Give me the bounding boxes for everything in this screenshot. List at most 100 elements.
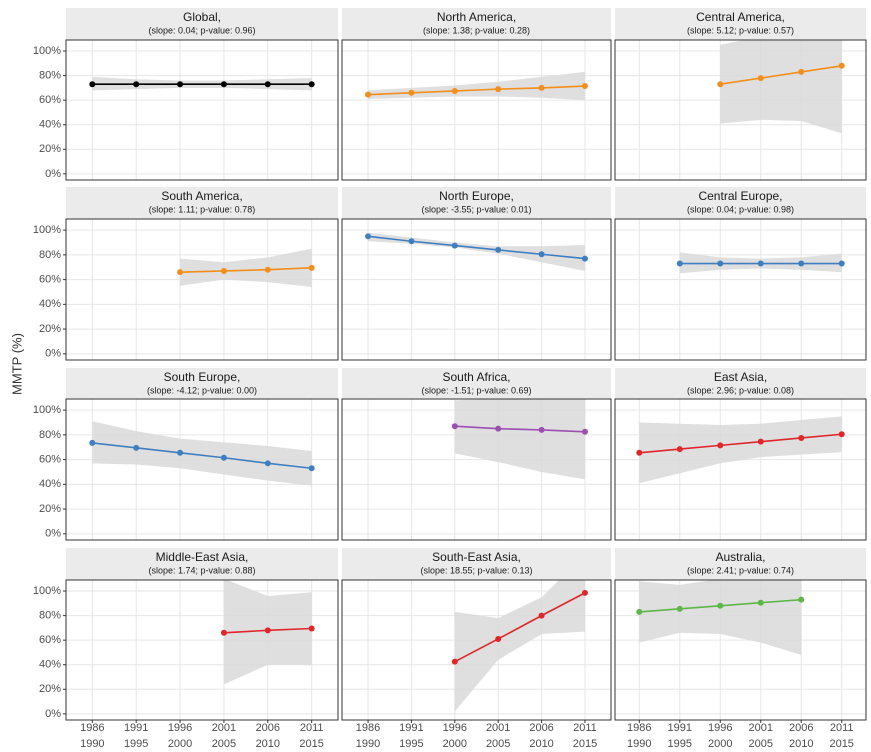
line	[92, 442, 312, 470]
x-tick-label: 1991 1995	[399, 722, 423, 750]
point	[365, 233, 372, 240]
x-tick-label: 2006 2010	[529, 722, 553, 750]
x-tick-label: 2001 2005	[486, 722, 510, 750]
x-tick-label: 2001 2005	[748, 722, 772, 750]
point	[220, 267, 227, 274]
panel-marks	[365, 71, 588, 101]
y-tick-label: 40%	[39, 478, 61, 490]
panel-title: Global,	[183, 10, 221, 24]
line	[367, 85, 586, 96]
point	[177, 81, 184, 88]
strip	[615, 548, 866, 580]
line	[180, 267, 312, 273]
panel-subtitle: (slope: -3.55; p-value: 0.01)	[421, 204, 531, 214]
panel-bg	[342, 40, 611, 180]
panel-border	[614, 218, 867, 361]
y-tick-label: 0%	[45, 528, 61, 540]
point	[798, 68, 805, 75]
point	[717, 602, 724, 609]
x-tick-label: 1991 1995	[124, 722, 148, 750]
point	[308, 465, 315, 472]
strip	[66, 548, 338, 580]
point	[177, 269, 184, 276]
point	[495, 425, 502, 432]
x-tick-label: 1991 1995	[668, 722, 692, 750]
y-tick-label: 60%	[39, 454, 61, 466]
point	[495, 246, 502, 253]
line	[367, 235, 586, 260]
point	[676, 446, 683, 453]
y-tick-label: 80%	[39, 70, 61, 82]
panel-title: North America,	[437, 10, 516, 24]
confidence-band	[454, 399, 585, 480]
strip	[342, 368, 611, 399]
panel-title: North Europe,	[439, 189, 514, 203]
x-tick-label: 2011 2015	[299, 722, 323, 750]
point	[757, 75, 764, 82]
panel-subtitle: (slope: 5.12; p-value: 0.57)	[687, 25, 794, 35]
panel-border	[341, 398, 612, 541]
point	[798, 434, 805, 441]
panel-border	[65, 218, 339, 361]
x-tick-label: 1996 2000	[708, 722, 732, 750]
confidence-band	[454, 580, 585, 712]
panel-marks	[717, 40, 845, 134]
x-tick-label: 2006 2010	[256, 722, 280, 750]
point	[220, 454, 227, 461]
panel-title: South Africa,	[442, 370, 510, 384]
panel-subtitle: (slope: -1.51; p-value: 0.69)	[421, 385, 531, 395]
x-tick-label: 1996 2000	[168, 722, 192, 750]
line	[639, 433, 842, 454]
point	[451, 242, 458, 249]
y-tick-label: 60%	[39, 634, 61, 646]
panel-title: South Europe,	[164, 370, 241, 384]
line	[454, 592, 586, 663]
panel-marks	[365, 232, 588, 271]
point	[133, 444, 140, 451]
y-tick-label: 60%	[39, 94, 61, 106]
panel-subtitle: (slope: 0.04; p-value: 0.98)	[687, 204, 794, 214]
y-tick-label: 40%	[39, 659, 61, 671]
point	[636, 449, 643, 456]
point	[451, 658, 458, 665]
point	[133, 81, 140, 88]
y-tick-label: 40%	[39, 298, 61, 310]
panel-subtitle: (slope: 18.55; p-value: 0.13)	[420, 565, 532, 575]
panel-title: South-East Asia,	[432, 550, 521, 564]
panel-bg	[66, 219, 338, 360]
confidence-band	[180, 248, 312, 288]
panel-title: East Asia,	[714, 370, 767, 384]
y-tick-label: 20%	[39, 503, 61, 515]
panel-subtitle: (slope: 1.11; p-value: 0.78)	[149, 204, 255, 214]
panel-border	[341, 218, 612, 361]
point	[717, 81, 724, 88]
x-tick-label: 1986 1990	[627, 722, 651, 750]
y-tick-label: 0%	[45, 348, 61, 360]
y-tick-label: 40%	[39, 119, 61, 131]
point	[308, 81, 315, 88]
panel-title: Australia,	[715, 550, 765, 564]
panel-marks	[177, 248, 315, 288]
point	[538, 426, 545, 433]
point	[408, 89, 415, 96]
point	[838, 431, 845, 438]
point	[220, 81, 227, 88]
y-tick-label: 80%	[39, 249, 61, 261]
panel-border	[614, 398, 867, 541]
point	[538, 612, 545, 619]
point	[408, 238, 415, 245]
panel-marks	[676, 252, 845, 274]
point	[220, 629, 227, 636]
line	[720, 64, 842, 86]
point	[538, 251, 545, 258]
panel-bg	[342, 219, 611, 360]
panel-subtitle: (slope: 1.74; p-value: 0.88)	[148, 565, 255, 575]
panel-marks	[451, 580, 588, 712]
panel-title: Middle-East Asia,	[156, 550, 249, 564]
panel-subtitle: (slope: -4.12; p-value: 0.00)	[147, 385, 257, 395]
y-tick-label: 80%	[39, 610, 61, 622]
strip	[66, 8, 338, 40]
point	[757, 438, 764, 445]
y-tick-label: 100%	[33, 45, 61, 57]
